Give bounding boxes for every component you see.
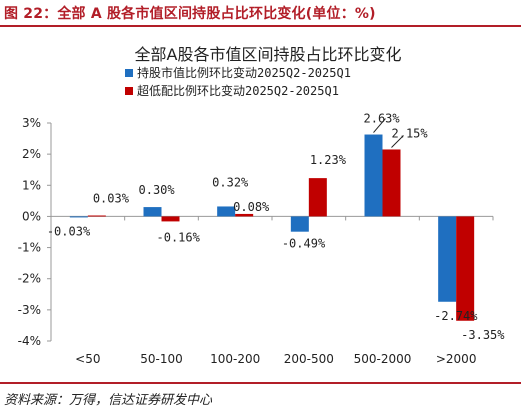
data-label: -0.16% xyxy=(157,230,201,244)
x-tick-label: 50-100 xyxy=(140,352,183,366)
y-tick-label: -4% xyxy=(18,334,41,348)
data-label: 2.15% xyxy=(392,126,429,140)
y-tick-label: -1% xyxy=(18,241,41,255)
leader-line xyxy=(373,118,386,133)
bar xyxy=(69,216,88,218)
y-tick-label: -2% xyxy=(18,272,41,286)
data-label: -0.49% xyxy=(282,237,326,251)
bar xyxy=(235,213,254,217)
legend-label: 超低配比例环比变动2025Q2-2025Q1 xyxy=(137,83,339,98)
data-label: 2.63% xyxy=(364,112,401,126)
data-label: -2.74% xyxy=(434,309,478,323)
y-tick-label: -3% xyxy=(18,303,41,317)
data-label: 1.23% xyxy=(310,153,347,167)
bar xyxy=(217,206,236,217)
bar xyxy=(364,134,383,217)
data-label: -0.03% xyxy=(47,224,91,238)
bar xyxy=(143,207,162,217)
x-tick-label: >2000 xyxy=(436,352,477,366)
y-axis: 3% 2% 1% 0% -1% -2% -3% -4% xyxy=(18,116,52,348)
data-label: -3.35% xyxy=(461,328,505,342)
bar xyxy=(456,216,475,321)
y-tick-label: 3% xyxy=(22,116,41,130)
legend-swatch xyxy=(125,69,133,77)
x-tick-label: 500-2000 xyxy=(354,352,412,366)
source-note: 资料来源：万得，信达证券研发中心 xyxy=(4,393,213,408)
figure-header: 图 22：全部 A 股各市值区间持股占比环比变化(单位：%) xyxy=(0,0,521,27)
legend-swatch xyxy=(125,87,133,95)
x-axis: <50 50-100 100-200 200-500 500-2000 >2000 xyxy=(50,215,494,366)
bar xyxy=(290,216,309,232)
legend: 持股市值比例环比变动2025Q2-2025Q1 超低配比例环比变动2025Q2-2… xyxy=(125,65,351,98)
bar xyxy=(308,178,327,217)
y-tick-label: 2% xyxy=(22,147,41,161)
x-tick-label: 200-500 xyxy=(284,352,334,366)
y-tick-label: 1% xyxy=(22,178,41,192)
figure-title: 图 22：全部 A 股各市值区间持股占比环比变化(单位：%) xyxy=(4,6,376,22)
y-tick-label: 0% xyxy=(22,209,41,223)
bar xyxy=(382,149,401,217)
chart: 全部A股各市值区间持股占比环比变化 持股市值比例环比变动2025Q2-2025Q… xyxy=(18,45,506,366)
bar xyxy=(87,215,106,217)
data-label: 0.03% xyxy=(93,191,130,205)
x-tick-label: 100-200 xyxy=(210,352,260,366)
data-label: 0.08% xyxy=(233,200,270,214)
bar xyxy=(438,216,457,302)
bar xyxy=(161,216,180,222)
bars xyxy=(69,134,475,321)
data-label: 0.32% xyxy=(212,175,249,189)
chart-title: 全部A股各市值区间持股占比环比变化 xyxy=(135,45,402,64)
leader-line xyxy=(391,135,404,148)
data-label: 0.30% xyxy=(139,183,176,197)
data-labels: -0.03% 0.30% 0.32% -0.49% 2.63% -2.74% 0.03% -0… xyxy=(47,112,505,342)
figure-footer: 资料来源：万得，信达证券研发中心 xyxy=(0,382,521,411)
legend-label: 持股市值比例环比变动2025Q2-2025Q1 xyxy=(137,65,351,80)
x-tick-label: <50 xyxy=(75,352,100,366)
